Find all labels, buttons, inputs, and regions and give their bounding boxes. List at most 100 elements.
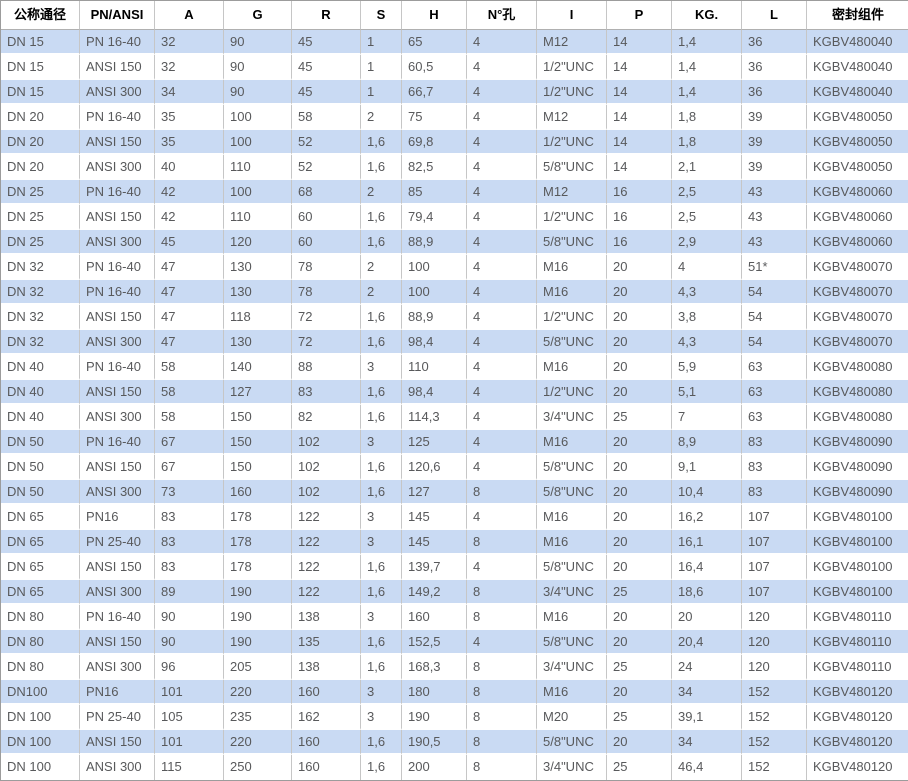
cell-h: 60,5 bbox=[401, 55, 466, 80]
cell-kg: 16,4 bbox=[671, 555, 741, 580]
cell-nominal-diameter: DN 40 bbox=[1, 380, 79, 405]
cell-g: 190 bbox=[223, 580, 291, 605]
cell-r: 72 bbox=[291, 305, 360, 330]
cell-h: 160 bbox=[401, 605, 466, 630]
cell-a: 35 bbox=[154, 105, 223, 130]
cell-r: 78 bbox=[291, 280, 360, 305]
cell-h: 114,3 bbox=[401, 405, 466, 430]
cell-pn-ansi: ANSI 300 bbox=[79, 80, 154, 105]
cell-r: 135 bbox=[291, 630, 360, 655]
table-row: DN 50 PN 16-40 67 150 102 3 125 4 M16 20 8,9 83 KGBV… bbox=[1, 430, 908, 455]
cell-a: 42 bbox=[154, 180, 223, 205]
column-header-l: L bbox=[741, 1, 806, 30]
cell-s: 1,6 bbox=[360, 405, 401, 430]
cell-kg: 2,5 bbox=[671, 205, 741, 230]
cell-pn-ansi: ANSI 300 bbox=[79, 405, 154, 430]
cell-l: 36 bbox=[741, 80, 806, 105]
cell-pn-ansi: PN 16-40 bbox=[79, 355, 154, 380]
cell-n-holes: 4 bbox=[466, 55, 536, 80]
cell-n-holes: 4 bbox=[466, 130, 536, 155]
cell-i: M16 bbox=[536, 255, 606, 280]
cell-s: 1,6 bbox=[360, 580, 401, 605]
cell-h: 190,5 bbox=[401, 730, 466, 755]
cell-g: 150 bbox=[223, 405, 291, 430]
cell-n-holes: 4 bbox=[466, 555, 536, 580]
cell-l: 152 bbox=[741, 680, 806, 705]
cell-n-holes: 4 bbox=[466, 105, 536, 130]
cell-i: 1/2"UNC bbox=[536, 305, 606, 330]
cell-p: 20 bbox=[606, 455, 671, 480]
cell-r: 160 bbox=[291, 730, 360, 755]
cell-g: 110 bbox=[223, 205, 291, 230]
cell-kg: 46,4 bbox=[671, 755, 741, 780]
table-row: DN 20 ANSI 300 40 110 52 1,6 82,5 4 5/8"UNC 14 2,1… bbox=[1, 155, 908, 180]
cell-kg: 20 bbox=[671, 605, 741, 630]
cell-g: 120 bbox=[223, 230, 291, 255]
cell-n-holes: 4 bbox=[466, 430, 536, 455]
table-row: DN 40 ANSI 150 58 127 83 1,6 98,4 4 1/2"UNC 20 5,1… bbox=[1, 380, 908, 405]
cell-r: 60 bbox=[291, 230, 360, 255]
cell-p: 16 bbox=[606, 205, 671, 230]
cell-pn-ansi: PN 16-40 bbox=[79, 605, 154, 630]
cell-kg: 1,8 bbox=[671, 105, 741, 130]
table-row: DN 32 PN 16-40 47 130 78 2 100 4 M16 20 4,3 54 KGBV4… bbox=[1, 280, 908, 305]
cell-r: 138 bbox=[291, 655, 360, 680]
cell-seal-kit: KGBV480080 bbox=[806, 355, 908, 380]
cell-pn-ansi: ANSI 300 bbox=[79, 155, 154, 180]
cell-kg: 5,9 bbox=[671, 355, 741, 380]
cell-kg: 3,8 bbox=[671, 305, 741, 330]
cell-s: 1,6 bbox=[360, 480, 401, 505]
cell-pn-ansi: PN 16-40 bbox=[79, 430, 154, 455]
cell-l: 107 bbox=[741, 530, 806, 555]
cell-l: 107 bbox=[741, 555, 806, 580]
cell-a: 32 bbox=[154, 55, 223, 80]
cell-nominal-diameter: DN 20 bbox=[1, 130, 79, 155]
cell-s: 2 bbox=[360, 105, 401, 130]
cell-h: 100 bbox=[401, 280, 466, 305]
cell-g: 235 bbox=[223, 705, 291, 730]
cell-nominal-diameter: DN 50 bbox=[1, 480, 79, 505]
cell-s: 3 bbox=[360, 530, 401, 555]
cell-s: 1,6 bbox=[360, 380, 401, 405]
cell-l: 36 bbox=[741, 55, 806, 80]
cell-l: 63 bbox=[741, 355, 806, 380]
cell-kg: 4 bbox=[671, 255, 741, 280]
cell-n-holes: 4 bbox=[466, 630, 536, 655]
cell-n-holes: 4 bbox=[466, 505, 536, 530]
cell-l: 152 bbox=[741, 730, 806, 755]
cell-h: 125 bbox=[401, 430, 466, 455]
cell-p: 20 bbox=[606, 505, 671, 530]
cell-i: 5/8"UNC bbox=[536, 455, 606, 480]
cell-seal-kit: KGBV480120 bbox=[806, 705, 908, 730]
cell-kg: 2,1 bbox=[671, 155, 741, 180]
cell-i: M16 bbox=[536, 605, 606, 630]
cell-n-holes: 8 bbox=[466, 580, 536, 605]
cell-n-holes: 8 bbox=[466, 755, 536, 780]
cell-p: 25 bbox=[606, 580, 671, 605]
cell-g: 220 bbox=[223, 730, 291, 755]
cell-n-holes: 8 bbox=[466, 605, 536, 630]
cell-s: 3 bbox=[360, 705, 401, 730]
cell-nominal-diameter: DN 50 bbox=[1, 455, 79, 480]
table-row: DN 25 ANSI 150 42 110 60 1,6 79,4 4 1/2"UNC 16 2,5… bbox=[1, 205, 908, 230]
cell-l: 120 bbox=[741, 605, 806, 630]
cell-r: 45 bbox=[291, 30, 360, 55]
cell-nominal-diameter: DN100 bbox=[1, 680, 79, 705]
column-header-s: S bbox=[360, 1, 401, 30]
cell-nominal-diameter: DN 40 bbox=[1, 405, 79, 430]
cell-r: 88 bbox=[291, 355, 360, 380]
cell-kg: 9,1 bbox=[671, 455, 741, 480]
cell-g: 127 bbox=[223, 380, 291, 405]
cell-kg: 8,9 bbox=[671, 430, 741, 455]
cell-s: 1,6 bbox=[360, 230, 401, 255]
cell-a: 47 bbox=[154, 255, 223, 280]
cell-p: 14 bbox=[606, 80, 671, 105]
cell-h: 190 bbox=[401, 705, 466, 730]
cell-n-holes: 8 bbox=[466, 730, 536, 755]
table-header-row: 公称通径 PN/ANSI A G R S H N°孔 I P KG. L 密封组件 bbox=[1, 1, 908, 30]
cell-g: 100 bbox=[223, 105, 291, 130]
cell-r: 58 bbox=[291, 105, 360, 130]
cell-i: 5/8"UNC bbox=[536, 480, 606, 505]
cell-s: 1,6 bbox=[360, 330, 401, 355]
cell-i: M16 bbox=[536, 505, 606, 530]
